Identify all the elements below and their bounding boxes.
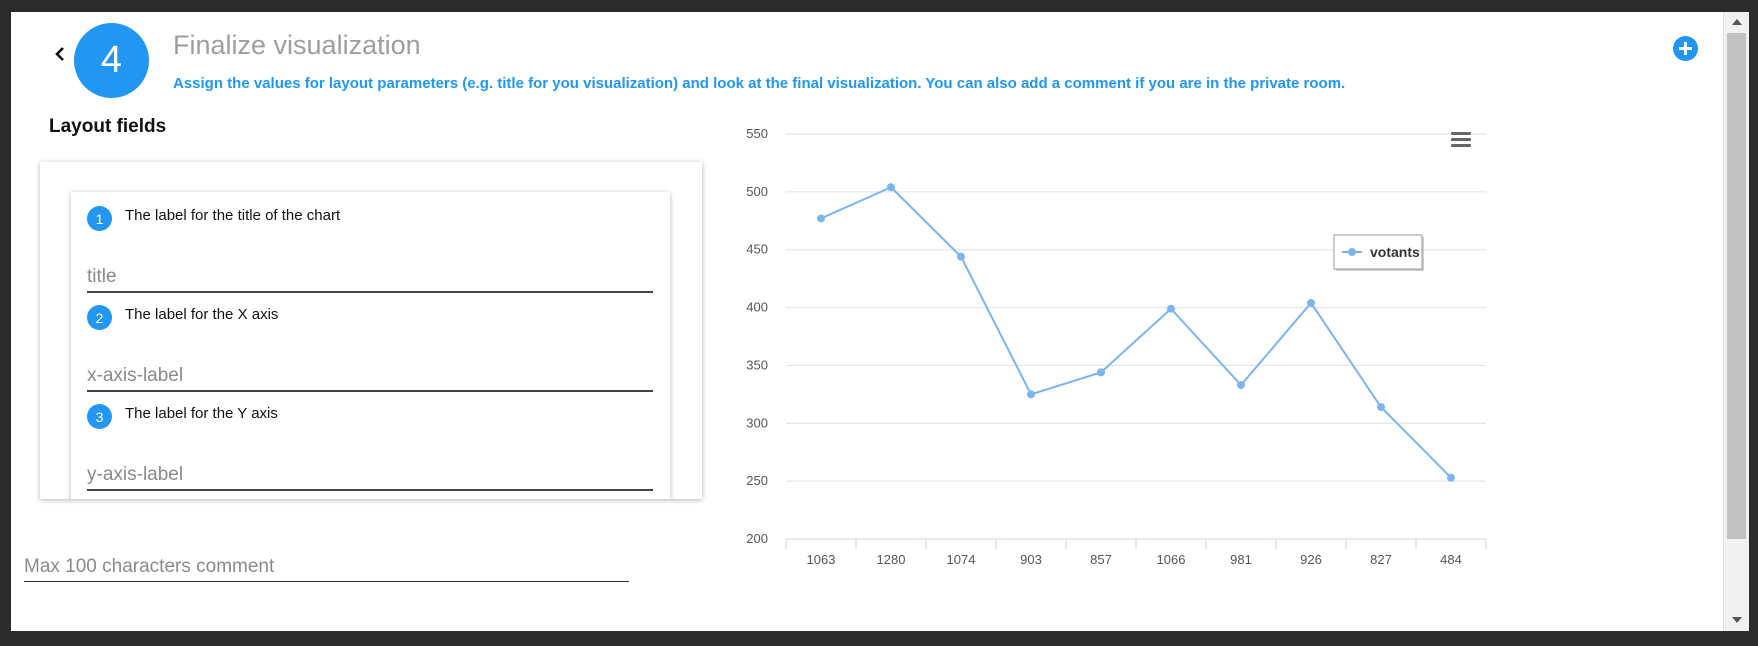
data-point — [887, 183, 895, 192]
y-tick-label: 250 — [746, 473, 768, 488]
chevron-left-icon — [55, 47, 64, 61]
step-description: Assign the values for layout parameters … — [173, 75, 1346, 92]
data-point — [1167, 304, 1175, 313]
field-number-badge: 1 — [87, 206, 112, 231]
data-point — [817, 214, 825, 223]
layout-fields-card: 1 The label for the title of the chart 2… — [71, 192, 670, 499]
data-point — [1237, 381, 1245, 390]
data-point — [1377, 403, 1385, 412]
comment-input[interactable] — [24, 553, 629, 582]
step-title: Finalize visualization — [173, 30, 421, 60]
series-line-votants — [820, 186, 1452, 479]
step-number-badge: 4 — [74, 23, 149, 98]
x-tick-label: 857 — [1090, 552, 1112, 567]
title-field-row: 1 The label for the title of the chart — [87, 192, 653, 293]
x-axis-field-row: 2 The label for the X axis — [87, 291, 653, 392]
vertical-scrollbar[interactable] — [1723, 12, 1749, 631]
field-number-badge: 2 — [87, 305, 112, 330]
data-point — [1307, 298, 1315, 307]
y-tick-label: 500 — [746, 184, 768, 199]
hamburger-menu-icon[interactable] — [1449, 128, 1473, 152]
scroll-up-icon[interactable] — [1732, 19, 1742, 25]
y-tick-label: 550 — [746, 126, 768, 141]
y-axis-field-row: 3 The label for the Y axis — [87, 390, 653, 491]
app-window: 4 Finalize visualization Assign the valu… — [11, 12, 1749, 631]
legend-marker-icon — [1348, 248, 1356, 256]
chart-title-input[interactable] — [87, 263, 653, 293]
data-point — [1447, 473, 1455, 482]
back-button[interactable] — [42, 36, 78, 72]
scroll-down-icon[interactable] — [1732, 617, 1742, 623]
field-label: The label for the title of the chart — [125, 207, 341, 224]
field-label: The label for the X axis — [125, 306, 279, 323]
line-chart: 550 500 450 400 350 300 250 200 1063 1280 1074 903 8… — [746, 126, 1487, 567]
plus-circle-icon[interactable] — [1673, 36, 1698, 61]
field-number-badge: 3 — [87, 404, 112, 429]
x-axis-label-input[interactable] — [87, 362, 653, 392]
y-tick-label: 350 — [746, 357, 768, 372]
y-tick-label: 200 — [746, 531, 768, 546]
y-tick-label: 450 — [746, 242, 768, 257]
data-point — [1027, 390, 1035, 399]
layout-fields-panel: 1 The label for the title of the chart 2… — [40, 162, 702, 499]
y-tick-label: 300 — [746, 415, 768, 430]
x-tick-label: 1066 — [1157, 552, 1186, 567]
x-tick-label: 926 — [1300, 552, 1322, 567]
x-tick-label: 903 — [1020, 552, 1042, 567]
scrollbar-thumb[interactable] — [1727, 33, 1746, 539]
data-point — [957, 252, 965, 261]
x-tick-label: 1063 — [807, 552, 836, 567]
x-tick-label: 981 — [1230, 552, 1252, 567]
x-tick-label: 1280 — [877, 552, 906, 567]
layout-fields-heading: Layout fields — [49, 116, 167, 137]
legend-label: votants — [1370, 244, 1420, 260]
y-tick-label: 400 — [746, 300, 768, 315]
data-point — [1097, 368, 1105, 377]
x-tick-label: 1074 — [947, 552, 976, 567]
x-tick-label: 484 — [1440, 552, 1462, 567]
x-tick-label: 827 — [1370, 552, 1392, 567]
y-axis-label-input[interactable] — [87, 461, 653, 491]
field-label: The label for the Y axis — [125, 405, 278, 422]
